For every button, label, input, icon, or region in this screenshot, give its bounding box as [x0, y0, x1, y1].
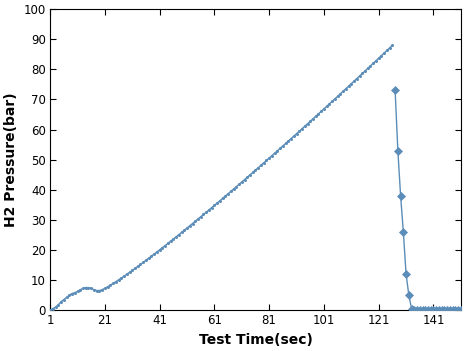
X-axis label: Test Time(sec): Test Time(sec)	[199, 333, 312, 347]
Y-axis label: H2 Pressure(bar): H2 Pressure(bar)	[4, 92, 18, 227]
